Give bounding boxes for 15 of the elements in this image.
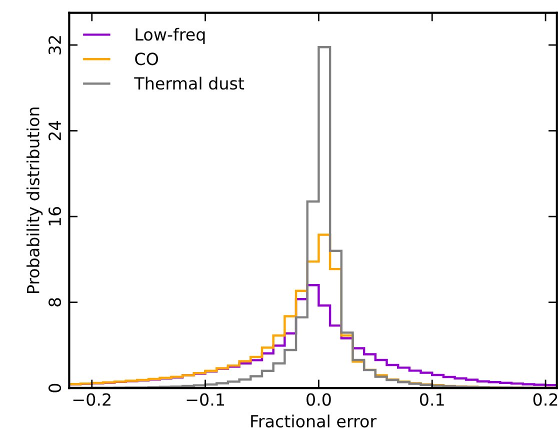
x-axis-title: Fractional error: [251, 414, 377, 428]
y-tick-label: 32: [48, 36, 62, 54]
x-tick-label: 0.2: [533, 393, 558, 406]
legend-label: Thermal dust: [134, 76, 244, 90]
x-tick-label: 0.0: [306, 393, 331, 406]
y-tick-label: 16: [48, 206, 62, 226]
x-tick-label: 0.1: [420, 393, 444, 406]
x-tick-label: −0.1: [186, 393, 224, 406]
y-tick-label: 24: [48, 121, 61, 140]
y-tick-label: 0: [48, 384, 62, 392]
legend-label: CO: [135, 52, 158, 66]
x-tick-label: −0.2: [73, 393, 110, 406]
legend-label: Low-freq: [136, 28, 205, 44]
y-tick-label: 8: [48, 298, 62, 306]
y-axis-title: Probability distribution: [26, 108, 43, 294]
